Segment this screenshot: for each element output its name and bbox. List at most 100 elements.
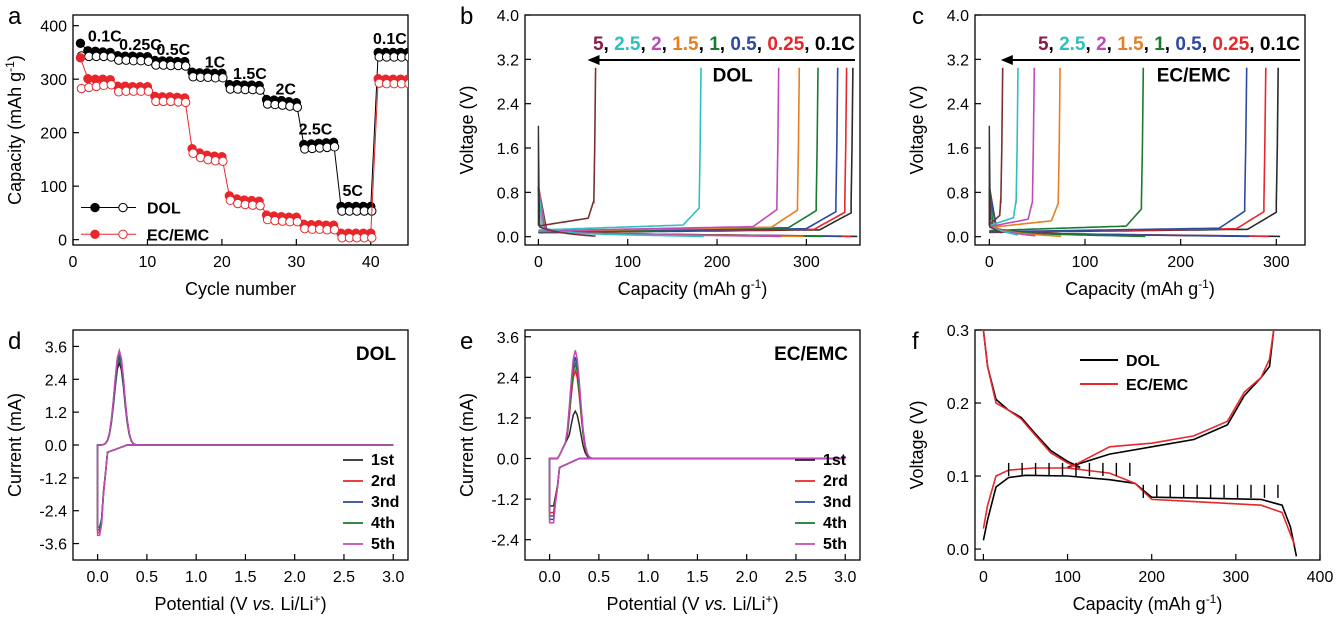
discharge-curve bbox=[988, 186, 1003, 234]
charge-curve bbox=[989, 67, 1248, 233]
rate-annotation: 0.25C bbox=[119, 37, 162, 54]
legend-label: DOL bbox=[1126, 353, 1160, 370]
x-tick-label: 100 bbox=[1054, 569, 1081, 586]
discharge-curve bbox=[537, 186, 596, 237]
y-tick-label: 0.0 bbox=[497, 230, 519, 247]
charge-curve bbox=[989, 67, 1036, 228]
x-axis-title-close: ) bbox=[773, 594, 779, 614]
y-tick-label: 3.2 bbox=[497, 52, 519, 69]
data-point-discharge bbox=[143, 56, 154, 66]
rate-legend-item: 2 bbox=[651, 34, 662, 55]
rate-annotation: 2C bbox=[275, 82, 296, 99]
legend-label: DOL bbox=[147, 201, 181, 218]
voltage-curve-charge bbox=[982, 474, 1298, 557]
x-tick-label: 2.5 bbox=[333, 569, 355, 586]
x-tick-label: 1.0 bbox=[185, 569, 207, 586]
cv-curve bbox=[548, 350, 846, 524]
y-tick-label: 1.2 bbox=[45, 405, 67, 422]
y-axis-title-main: Voltage (V) bbox=[907, 400, 927, 489]
y-axis-title-main: Current (mA) bbox=[457, 393, 477, 497]
y-tick-label: 0 bbox=[58, 233, 67, 250]
y-axis-title: Voltage (V) bbox=[457, 85, 477, 174]
x-axis-title: Capacity (mAh g-1) bbox=[1073, 592, 1223, 614]
x-axis-title: Potential (V vs. Li/Li+) bbox=[154, 592, 326, 614]
charge-curve bbox=[538, 67, 801, 232]
data-point-discharge bbox=[404, 79, 408, 89]
x-axis-title-main: Capacity (mAh g bbox=[618, 279, 751, 299]
data-point-discharge bbox=[404, 52, 408, 62]
x-axis-title-close: ) bbox=[761, 279, 767, 299]
cv-curve bbox=[96, 360, 394, 531]
rate-annotation: 1C bbox=[205, 54, 226, 71]
rate-legend-item: 5 bbox=[1038, 34, 1049, 55]
x-axis-title: Cycle number bbox=[185, 279, 296, 299]
rate-legend-sep: , bbox=[1144, 34, 1155, 55]
rate-legend-item: 1.5 bbox=[672, 34, 699, 55]
y-axis-title-sup: -1 bbox=[3, 61, 17, 72]
y-tick-label: 0.8 bbox=[947, 185, 969, 202]
discharge-curve bbox=[537, 186, 704, 238]
legend-label: EC/EMC bbox=[1126, 377, 1189, 394]
y-tick-label: 1.6 bbox=[947, 141, 969, 158]
rate-legend-item: 2 bbox=[1096, 34, 1107, 55]
y-axis-title: Current (mA) bbox=[457, 393, 477, 497]
y-tick-label: 300 bbox=[40, 72, 67, 89]
cv-curve bbox=[548, 360, 846, 517]
electrolyte-label: DOL bbox=[356, 344, 397, 365]
panel-label: a bbox=[8, 3, 22, 30]
legend-label: 1st bbox=[371, 452, 395, 469]
y-tick-label: 2.4 bbox=[45, 372, 67, 389]
y-tick-label: 1.2 bbox=[497, 411, 519, 428]
x-tick-label: 0 bbox=[534, 254, 543, 271]
y-axis-title: Voltage (V) bbox=[907, 85, 927, 174]
data-point-discharge bbox=[180, 61, 191, 71]
rate-legend-sep: , bbox=[604, 34, 615, 55]
rate-annotation: 5C bbox=[342, 183, 363, 200]
y-axis-title-main: Current (mA) bbox=[5, 393, 25, 497]
voltage-curve-recharge bbox=[1067, 330, 1275, 470]
plot-frame bbox=[974, 14, 1306, 246]
y-axis-title-main: Voltage (V) bbox=[907, 85, 927, 174]
arrow-head bbox=[1000, 55, 1013, 65]
y-tick-label: 0.1 bbox=[947, 469, 969, 486]
x-tick-label: 3.0 bbox=[382, 569, 404, 586]
voltage-curve-recharge bbox=[1067, 330, 1275, 469]
legend-label: 5th bbox=[371, 536, 395, 553]
x-tick-label: 300 bbox=[793, 254, 820, 271]
legend-label: 1st bbox=[823, 452, 847, 469]
plot-area bbox=[988, 67, 1281, 238]
x-axis-title-sup: -1 bbox=[1206, 592, 1217, 606]
rate-legend-item: 1 bbox=[709, 34, 720, 55]
data-point-charge bbox=[75, 53, 86, 63]
y-tick-label: 0.2 bbox=[947, 396, 969, 413]
data-point-discharge bbox=[255, 85, 265, 95]
x-axis-title-sup: -1 bbox=[1198, 277, 1209, 291]
legend-label: 4th bbox=[823, 515, 847, 532]
arrow-head bbox=[587, 55, 600, 65]
data-point-discharge bbox=[329, 225, 340, 235]
data-point-discharge bbox=[218, 156, 228, 166]
x-axis-title-sup: -1 bbox=[751, 277, 762, 291]
rate-legend-sep: , bbox=[1049, 34, 1060, 55]
charge-curve bbox=[538, 67, 780, 232]
rate-legend-item: 5 bbox=[593, 34, 604, 55]
x-axis-title-rest: Li/Li bbox=[276, 594, 314, 614]
legend-label: 2rd bbox=[371, 473, 396, 490]
charge-curve bbox=[538, 67, 848, 234]
x-tick-label: 200 bbox=[1167, 254, 1194, 271]
cv-curve bbox=[548, 356, 846, 521]
rate-legend-sep: , bbox=[804, 34, 815, 55]
y-tick-label: 4.0 bbox=[947, 8, 969, 25]
y-tick-label: 2.4 bbox=[947, 97, 969, 114]
y-tick-label: -1.2 bbox=[491, 492, 519, 509]
data-point-discharge bbox=[329, 142, 340, 152]
plot-frame bbox=[524, 329, 861, 561]
data-point-discharge bbox=[180, 97, 191, 108]
x-tick-label: 30 bbox=[287, 254, 305, 271]
x-tick-label: 0.0 bbox=[539, 569, 561, 586]
panel-label: b bbox=[460, 3, 473, 30]
x-axis-title-sup: + bbox=[766, 592, 773, 606]
x-tick-label: 1.5 bbox=[686, 569, 708, 586]
legend-marker-open bbox=[118, 229, 128, 240]
rate-legend: 5, 2.5, 2, 1.5, 1, 0.5, 0.25, 0.1C bbox=[1038, 34, 1300, 55]
